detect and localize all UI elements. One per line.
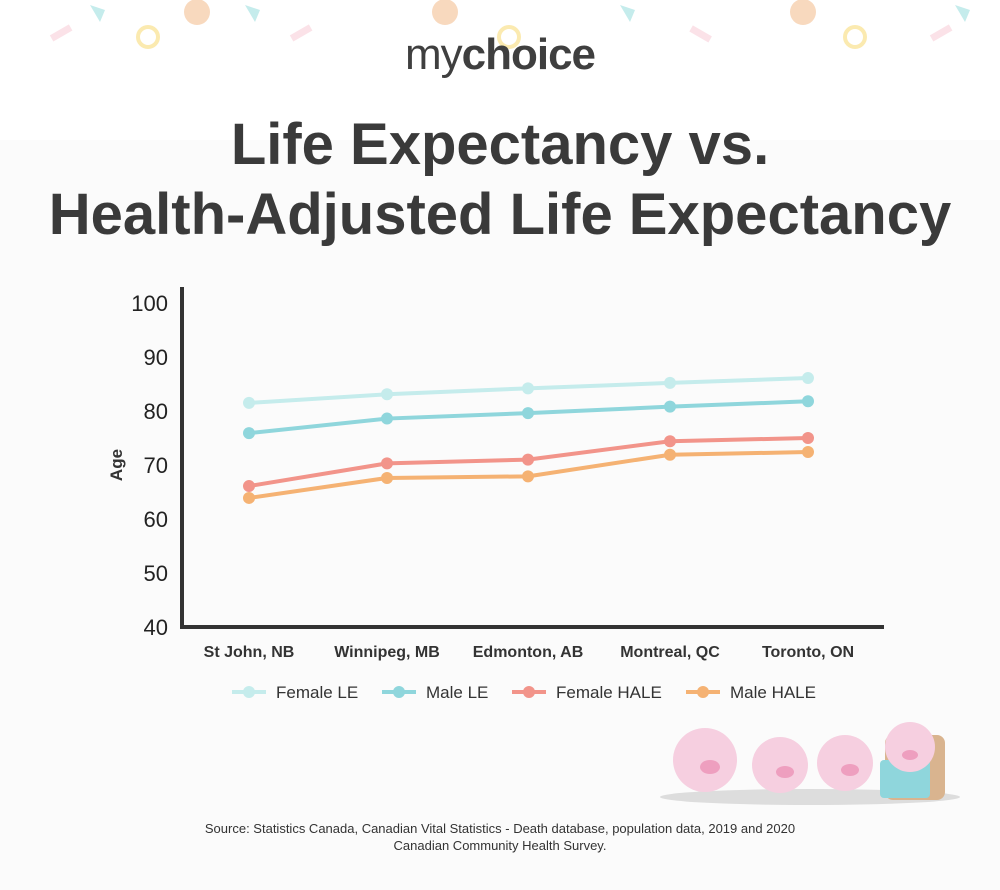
- title-line-2: Health-Adjusted Life Expectancy: [48, 182, 952, 247]
- data-point: [522, 453, 534, 466]
- data-point: [381, 457, 393, 470]
- source-line-1: Source: Statistics Canada, Canadian Vita…: [204, 821, 796, 836]
- y-tick-label: 40: [144, 615, 168, 640]
- pigs-illustration: [660, 722, 960, 805]
- data-point: [381, 412, 393, 425]
- y-tick-label: 100: [131, 291, 168, 316]
- data-point: [664, 376, 676, 389]
- legend-marker: [393, 686, 405, 698]
- data-point: [381, 388, 393, 401]
- source-line-2: Canadian Community Health Survey.: [393, 838, 607, 853]
- y-tick-label: 80: [144, 399, 168, 424]
- source-note: Source: Statistics Canada, Canadian Vita…: [0, 820, 1000, 854]
- legend-marker: [697, 686, 709, 698]
- legend-marker: [243, 686, 255, 698]
- legend-item: Female LE: [232, 683, 358, 702]
- y-tick-label: 90: [144, 345, 168, 370]
- x-tick-label: Winnipeg, MB: [334, 644, 440, 661]
- legend-label: Female LE: [276, 683, 358, 702]
- series-male-le: [243, 395, 814, 440]
- series-female-hale: [243, 432, 814, 493]
- data-point: [243, 427, 255, 440]
- x-tick-label: Montreal, QC: [620, 644, 720, 661]
- y-axis-label: Age: [107, 449, 126, 481]
- data-point: [802, 446, 814, 459]
- legend-item: Male LE: [382, 683, 488, 702]
- legend-item: Male HALE: [686, 683, 816, 702]
- data-point: [522, 470, 534, 483]
- header-banner: [0, 0, 1000, 140]
- legend-label: Male LE: [426, 683, 488, 702]
- series-female-le: [243, 372, 814, 409]
- legend-item: Female HALE: [512, 683, 662, 702]
- data-point: [664, 400, 676, 413]
- y-tick-label: 70: [144, 453, 168, 478]
- series-male-hale: [243, 446, 814, 504]
- data-point: [522, 382, 534, 395]
- legend-label: Male HALE: [730, 683, 816, 702]
- x-tick-label: Edmonton, AB: [473, 644, 584, 661]
- data-point: [664, 435, 676, 448]
- data-point: [243, 491, 255, 504]
- data-point: [664, 448, 676, 461]
- data-point: [802, 432, 814, 444]
- data-point: [522, 407, 534, 420]
- legend-label: Female HALE: [556, 683, 662, 702]
- x-tick-label: Toronto, ON: [762, 644, 854, 661]
- data-point: [381, 471, 393, 484]
- data-point: [802, 395, 814, 408]
- confetti-decoration: [49, 0, 970, 49]
- y-tick-label: 60: [144, 507, 168, 532]
- page-title: Life Expectancy vs. Health-Adjusted Life…: [0, 110, 1000, 250]
- data-point: [802, 372, 814, 385]
- x-tick-label: St John, NB: [204, 644, 295, 661]
- line-chart: 40 50 60 70 80 90 100 Age St John, NB Winnipeg,…: [107, 287, 884, 702]
- legend-marker: [523, 686, 535, 698]
- y-tick-label: 50: [144, 561, 168, 586]
- data-point: [243, 480, 255, 493]
- mychoice-logo: mychoice: [404, 30, 596, 79]
- data-point: [243, 396, 255, 409]
- title-line-1: Life Expectancy vs.: [230, 112, 770, 177]
